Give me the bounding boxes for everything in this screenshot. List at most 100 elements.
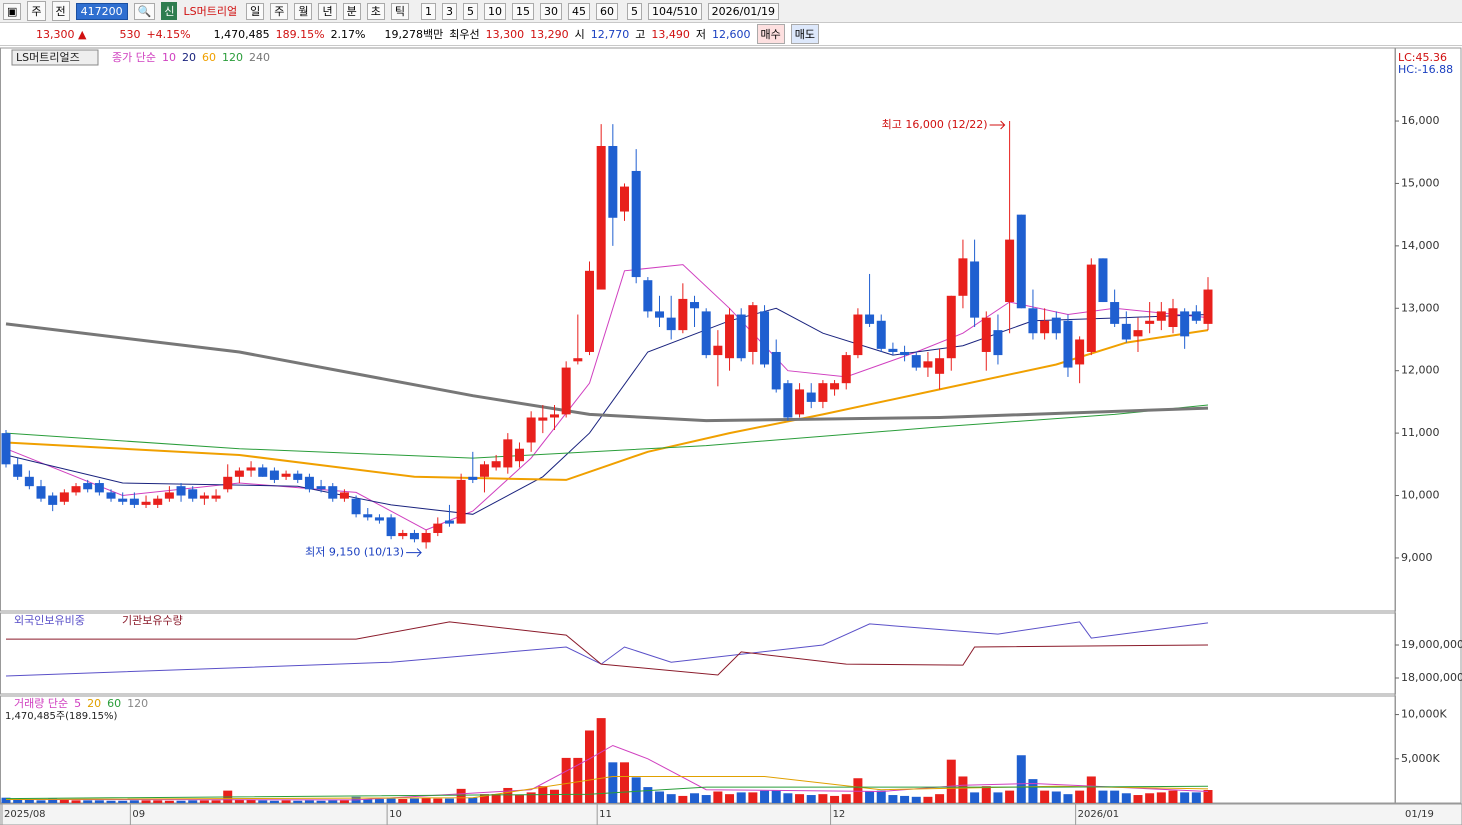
candle-body	[106, 492, 116, 499]
candle-body	[351, 498, 361, 515]
line	[5, 404, 1209, 459]
date[interactable]: 2026/01/19	[707, 2, 780, 20]
candle-body	[269, 470, 279, 480]
volume-bar	[865, 791, 875, 803]
line	[5, 785, 1209, 800]
prev[interactable]: 전	[51, 1, 70, 21]
x-tick-label: 2026/01	[1078, 809, 1120, 820]
candle-body	[935, 358, 945, 374]
candle-body	[409, 532, 419, 540]
candle-body	[374, 517, 384, 521]
count[interactable]: 5	[626, 2, 642, 20]
buy-button[interactable]: 매수	[756, 24, 785, 44]
legend-entry: 5	[74, 697, 81, 710]
candle-body	[316, 486, 326, 490]
candle-body	[398, 532, 408, 537]
candle-body	[993, 330, 1003, 356]
volume-bar	[106, 800, 116, 803]
volume-bar	[491, 794, 501, 803]
search[interactable]: 🔍	[133, 2, 156, 20]
period-button[interactable]: 년	[318, 3, 337, 20]
candle-body	[94, 483, 104, 493]
candle-body	[666, 317, 676, 331]
volume-bar	[818, 794, 828, 803]
volume-bar	[935, 794, 945, 803]
x-tick-label: 12	[833, 809, 846, 820]
volume-bar	[281, 800, 291, 803]
period-button[interactable]: 분	[342, 3, 361, 20]
candle-body	[164, 492, 174, 499]
interval-button[interactable]: 3	[441, 2, 457, 20]
legend-entry: 120	[222, 51, 243, 64]
volume-bar	[1, 797, 11, 803]
volume-bar	[199, 800, 209, 803]
x-tick-label: 2025/08	[4, 809, 46, 820]
interval-button[interactable]: 60	[595, 2, 618, 20]
interval-button[interactable]: 5	[462, 2, 478, 20]
candle-body	[13, 464, 23, 477]
candle-body	[876, 320, 886, 349]
candle-body	[853, 314, 863, 356]
candle-body	[83, 483, 93, 490]
y-tick-label: 5,000K	[1401, 752, 1440, 765]
interval-button[interactable]: 10	[483, 2, 506, 20]
volume-bar	[304, 800, 314, 803]
y-tick-label: 11,000	[1401, 426, 1440, 439]
annotation: 최고 16,000 (12/22)	[882, 118, 988, 131]
volume-bar	[153, 800, 163, 803]
period-button[interactable]: 일	[246, 3, 265, 20]
period-button[interactable]: 월	[294, 3, 313, 20]
interval-button[interactable]: 45	[567, 2, 590, 20]
sell-button[interactable]: 매도	[790, 24, 819, 44]
candle-body	[281, 473, 291, 477]
interval-button[interactable]: 30	[539, 2, 562, 20]
candle-body	[900, 351, 910, 356]
y-tick-label: 18,000,000	[1401, 671, 1462, 684]
market[interactable]: 주	[27, 1, 46, 21]
candle-body	[1, 433, 11, 465]
period-button[interactable]: 틱	[390, 3, 409, 20]
low: 12,600	[712, 27, 751, 41]
candle-body	[561, 367, 571, 415]
y-tick-label: 10,000K	[1401, 708, 1447, 721]
volume-bar	[526, 792, 536, 803]
menu[interactable]: ▣	[3, 2, 22, 20]
candle-body	[386, 517, 396, 537]
volume-bar	[783, 793, 793, 803]
volume-bar	[573, 757, 583, 803]
volume-bar	[141, 800, 151, 803]
volume-bar	[690, 793, 700, 803]
candle-body	[1168, 308, 1178, 328]
candle-body	[153, 498, 163, 505]
candle-body	[725, 314, 735, 359]
interval-button[interactable]: 1	[420, 2, 436, 20]
period-button[interactable]: 주	[270, 3, 289, 20]
volume-bar	[1180, 792, 1190, 803]
annotation: 최저 9,150 (10/13)	[305, 546, 404, 559]
volume-bar	[1063, 794, 1073, 803]
line	[6, 621, 1209, 676]
interval-button[interactable]: 15	[511, 2, 534, 20]
candle-body	[970, 261, 980, 318]
candle-body	[1110, 302, 1120, 324]
candle-body	[1133, 330, 1143, 337]
title: LS머트리얼즈	[16, 50, 80, 64]
volume-bar	[748, 792, 758, 803]
volume: 1,470,485	[213, 27, 270, 41]
candle-body	[795, 389, 805, 415]
legend-entry: 120	[127, 697, 148, 710]
candle-body	[129, 498, 139, 505]
period-button[interactable]: 초	[366, 3, 385, 20]
y-tick-label: 19,000,000	[1401, 638, 1462, 651]
line	[5, 322, 1209, 423]
volume-bar	[456, 788, 466, 803]
y-tick-label: 16,000	[1401, 114, 1440, 127]
annotation-arrow	[989, 120, 1006, 130]
candle-body	[36, 486, 46, 499]
y-tick-label: 13,000	[1401, 301, 1440, 314]
candle-body	[946, 295, 956, 359]
code-input[interactable]: 417200	[75, 2, 128, 20]
candle-body	[584, 270, 594, 352]
